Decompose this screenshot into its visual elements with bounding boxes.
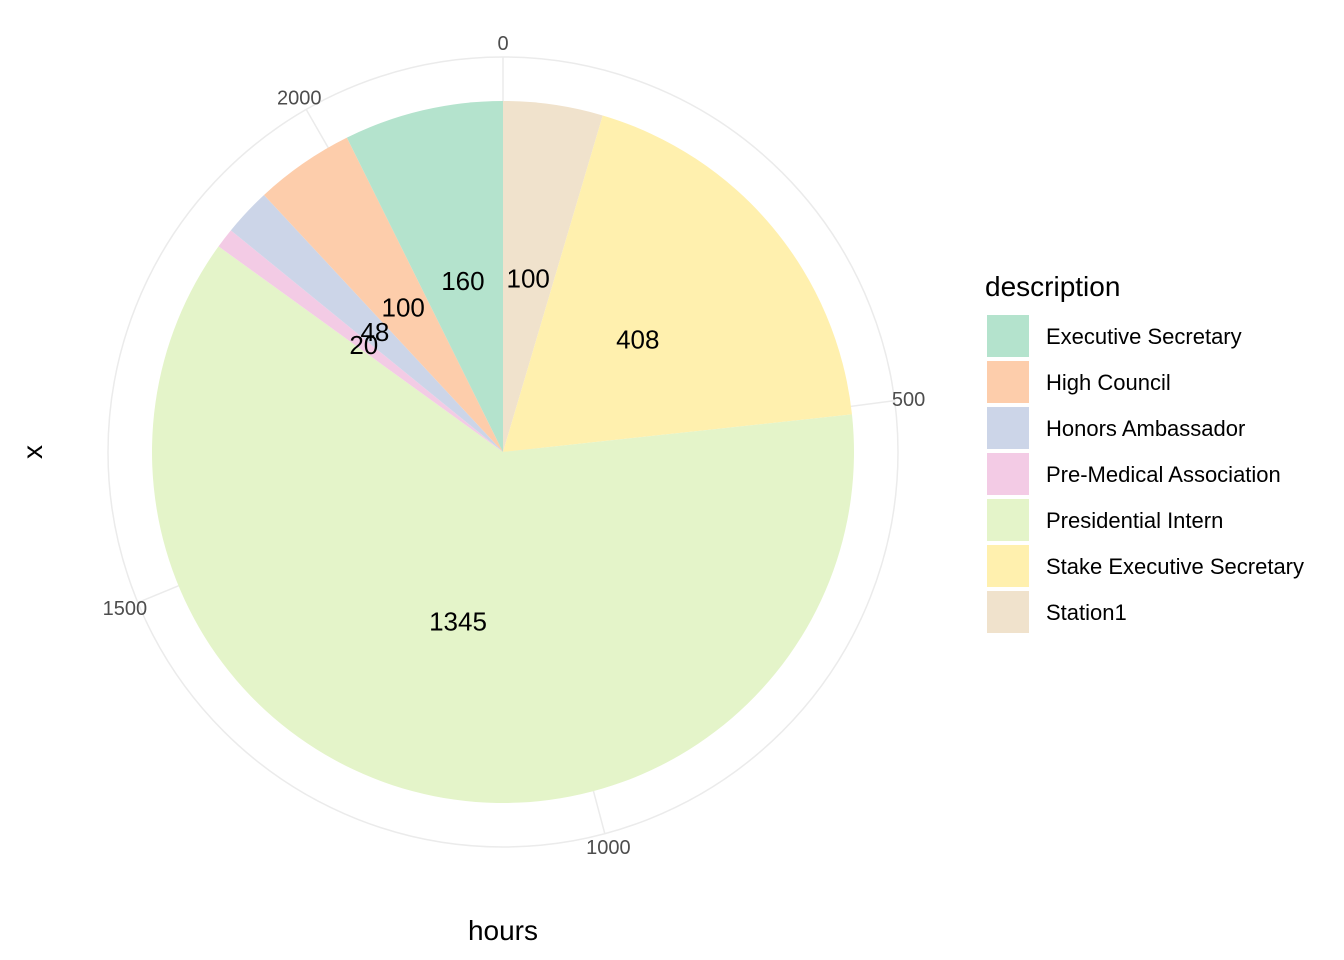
theta-tick-label: 0 [497,33,508,55]
theta-tick-label: 500 [892,389,925,411]
legend-key-pre-medical-association [987,453,1029,495]
theta-tick-label: 2000 [277,87,322,109]
legend-label-pre-medical-association: Pre-Medical Association [1046,462,1281,487]
slice-stake-executive-secretary [503,115,852,453]
legend-key-station1 [987,591,1029,633]
theta-tick-label: 1500 [103,598,148,620]
slice-executive-secretary [346,101,503,452]
legend-key-presidential-intern [987,499,1029,541]
legend-label-presidential-intern: Presidential Intern [1046,508,1223,533]
legend-label-high-council: High Council [1046,370,1171,395]
legend-key-executive-secretary [987,315,1029,357]
pie-slices [151,101,855,803]
legend-key-stake-executive-secretary [987,545,1029,587]
legend-key-honors-ambassador [987,407,1029,449]
data-label-station1: 100 [506,263,549,293]
slice-honors-ambassador [230,194,503,452]
data-label-high-council: 100 [381,293,424,323]
legend-label-honors-ambassador: Honors Ambassador [1046,416,1245,441]
data-label-pre-medical-association: 20 [349,330,378,360]
slice-presidential-intern [151,246,855,803]
slice-station1 [503,101,603,452]
slice-pre-medical-association [218,230,503,452]
data-label-honors-ambassador: 48 [360,317,389,347]
legend-label-station1: Station1 [1046,600,1127,625]
data-label-presidential-intern: 1345 [429,607,487,637]
x-axis-title: hours [468,915,538,946]
theta-tick-labels: 0 500 1000 1500 2000 [103,33,926,859]
legend: description Executive Secretary High Coun… [985,271,1304,633]
data-label-executive-secretary: 160 [441,266,484,296]
data-label-stake-executive-secretary: 408 [616,325,659,355]
legend-label-stake-executive-secretary: Stake Executive Secretary [1046,554,1304,579]
y-axis-title: x [17,445,48,459]
theta-tick-label: 1000 [586,837,631,859]
legend-title: description [985,271,1120,302]
legend-label-executive-secretary: Executive Secretary [1046,324,1242,349]
legend-key-high-council [987,361,1029,403]
slice-high-council [263,137,503,453]
